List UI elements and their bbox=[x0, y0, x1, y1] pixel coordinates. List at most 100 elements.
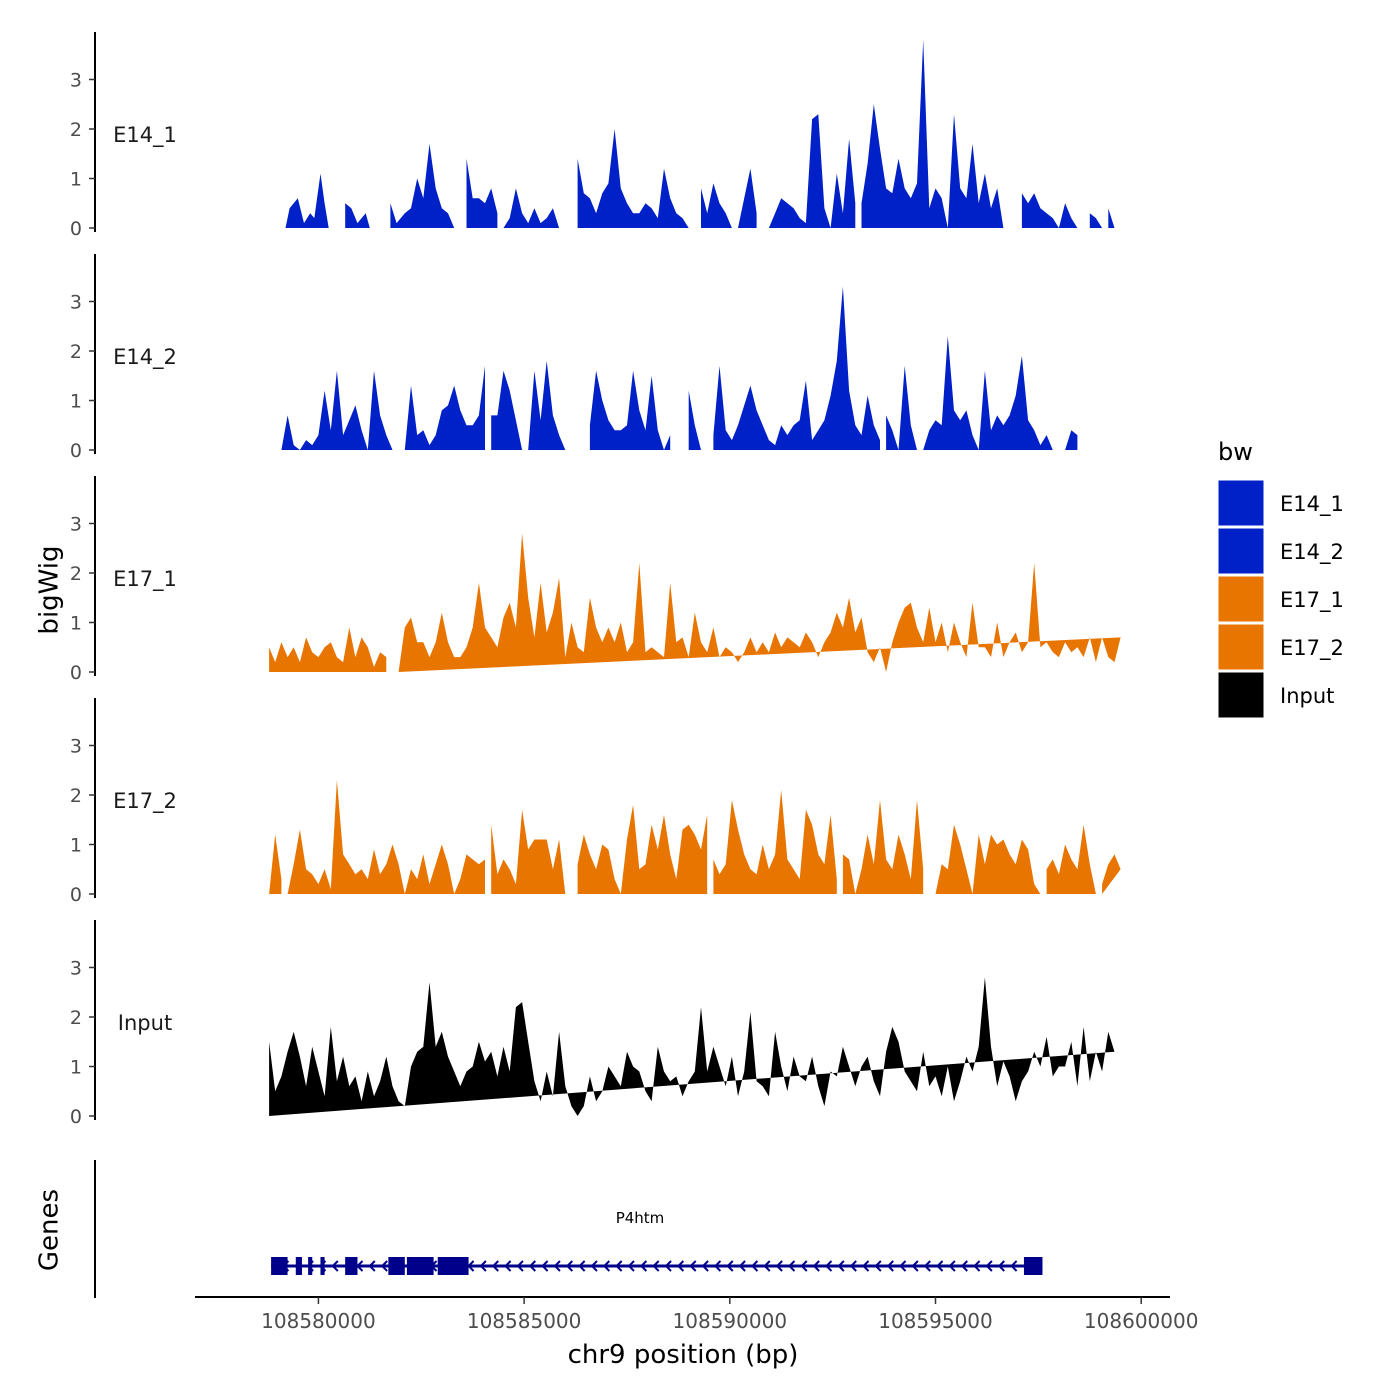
strand-arrow bbox=[590, 1260, 598, 1272]
strand-arrow bbox=[331, 1260, 339, 1272]
x-tick-label: 108595000 bbox=[878, 1309, 993, 1333]
legend-title: bw bbox=[1218, 438, 1253, 466]
y-tick-label: 1 bbox=[70, 169, 82, 191]
y-tick-label: 1 bbox=[70, 391, 82, 413]
strand-arrow bbox=[923, 1260, 931, 1272]
coverage-area bbox=[269, 627, 387, 672]
y-tick-label: 2 bbox=[70, 563, 82, 585]
coverage-area bbox=[1046, 824, 1096, 894]
strand-arrow bbox=[664, 1260, 672, 1272]
y-tick-label: 0 bbox=[70, 1106, 82, 1128]
strand-arrow bbox=[553, 1260, 561, 1272]
strand-arrow bbox=[516, 1260, 524, 1272]
coverage-area bbox=[466, 158, 498, 228]
strand-arrow bbox=[479, 1260, 487, 1272]
y-tick-label: 2 bbox=[70, 341, 82, 363]
gene-track-label: Genes bbox=[35, 1189, 65, 1271]
gene-exon bbox=[1023, 1257, 1043, 1275]
coverage-area bbox=[713, 790, 837, 894]
strand-arrow bbox=[380, 1260, 388, 1272]
strand-arrow bbox=[936, 1260, 944, 1272]
gene-exon bbox=[271, 1257, 288, 1275]
strand-arrow bbox=[1010, 1260, 1018, 1272]
strand-arrow bbox=[713, 1260, 722, 1272]
coverage-area bbox=[390, 143, 461, 228]
coverage-area bbox=[269, 977, 1115, 1116]
track-E14_2: 0 1 2 3 E14_2 bbox=[70, 254, 1078, 462]
coverage-area bbox=[1021, 193, 1084, 228]
strand-arrow bbox=[676, 1260, 685, 1272]
gene-name-label: P4htm bbox=[616, 1209, 665, 1227]
coverage-area bbox=[713, 286, 880, 450]
gene-exon bbox=[388, 1257, 405, 1275]
strand-arrow bbox=[528, 1260, 536, 1272]
strand-arrow bbox=[837, 1260, 845, 1272]
y-tick-label: 1 bbox=[70, 613, 82, 635]
track-label: E14_1 bbox=[113, 123, 177, 148]
y-tick-label: 2 bbox=[70, 119, 82, 141]
y-tick-label: 1 bbox=[70, 835, 82, 857]
coverage-area bbox=[577, 804, 708, 894]
coverage-area bbox=[1089, 213, 1103, 228]
strand-arrow bbox=[825, 1260, 833, 1272]
y-tick-label: 3 bbox=[70, 292, 82, 314]
strand-arrow bbox=[985, 1260, 993, 1272]
coverage-area bbox=[768, 114, 856, 228]
strand-arrow bbox=[639, 1260, 648, 1272]
gene-exon bbox=[437, 1257, 469, 1275]
y-tick-label: 2 bbox=[70, 1007, 82, 1029]
track-E14_1: 0 1 2 3 E14_1 bbox=[70, 32, 1115, 240]
coverage-area bbox=[398, 533, 1121, 672]
strand-arrow bbox=[849, 1260, 857, 1272]
coverage-area bbox=[701, 168, 757, 228]
legend-entry-label: E17_2 bbox=[1280, 636, 1344, 661]
strand-arrow bbox=[368, 1260, 376, 1272]
y-tick-label: 0 bbox=[70, 218, 82, 240]
coverage-area bbox=[491, 360, 566, 450]
legend-entry-label: E14_2 bbox=[1280, 540, 1344, 565]
track-E17_1: 0 1 2 3 E17_1 bbox=[70, 476, 1121, 684]
coverage-area bbox=[577, 129, 689, 228]
y-tick-label: 3 bbox=[70, 514, 82, 536]
y-tick-label: 2 bbox=[70, 785, 82, 807]
strand-arrow bbox=[504, 1260, 512, 1272]
gene-exon bbox=[406, 1257, 434, 1275]
legend: bw E14_1 E14_2 E17_1 E17_2 Input bbox=[1217, 438, 1344, 719]
y-tick-label: 3 bbox=[70, 70, 82, 92]
strand-arrow bbox=[652, 1260, 660, 1272]
tracks-group: 0 1 2 3 E14_1 0 1 2 3 E14_2 0 1 2 3 E17_1 0 1 2 3 E17_2 0 1 2 3… bbox=[70, 32, 1121, 1128]
legend-swatch bbox=[1217, 527, 1265, 575]
coverage-area bbox=[287, 780, 485, 894]
strand-arrow bbox=[541, 1260, 549, 1272]
track-label: E17_2 bbox=[113, 789, 177, 814]
coverage-area bbox=[861, 39, 1010, 229]
track-E17_2: 0 1 2 3 E17_2 bbox=[70, 698, 1121, 906]
coverage-area bbox=[589, 370, 671, 450]
legend-swatch bbox=[1217, 575, 1265, 623]
coverage-area bbox=[345, 203, 374, 228]
strand-arrow bbox=[491, 1260, 499, 1272]
strand-arrow bbox=[788, 1260, 796, 1272]
strand-arrow bbox=[874, 1260, 882, 1272]
coverage-area bbox=[688, 390, 701, 450]
strand-arrow bbox=[738, 1260, 746, 1272]
track-label: Input bbox=[118, 1011, 172, 1035]
gene-exon bbox=[345, 1257, 358, 1275]
legend-entry-label: Input bbox=[1280, 684, 1334, 708]
coverage-area bbox=[503, 188, 566, 228]
strand-arrow bbox=[615, 1260, 623, 1272]
y-axis-label: bigWig bbox=[35, 545, 65, 634]
strand-arrow bbox=[701, 1260, 709, 1272]
x-axis-label: chr9 position (bp) bbox=[568, 1340, 799, 1370]
coverage-area bbox=[929, 824, 1041, 894]
strand-arrow bbox=[911, 1260, 919, 1272]
legend-swatch bbox=[1217, 623, 1265, 671]
gene-exon bbox=[295, 1257, 302, 1275]
legend-swatch bbox=[1217, 671, 1265, 719]
legend-entry-label: E17_1 bbox=[1280, 588, 1344, 613]
y-tick-label: 0 bbox=[70, 884, 82, 906]
legend-swatch bbox=[1217, 479, 1265, 527]
gene-exon bbox=[308, 1257, 313, 1275]
strand-arrow bbox=[948, 1260, 956, 1272]
coverage-area bbox=[1102, 854, 1121, 894]
